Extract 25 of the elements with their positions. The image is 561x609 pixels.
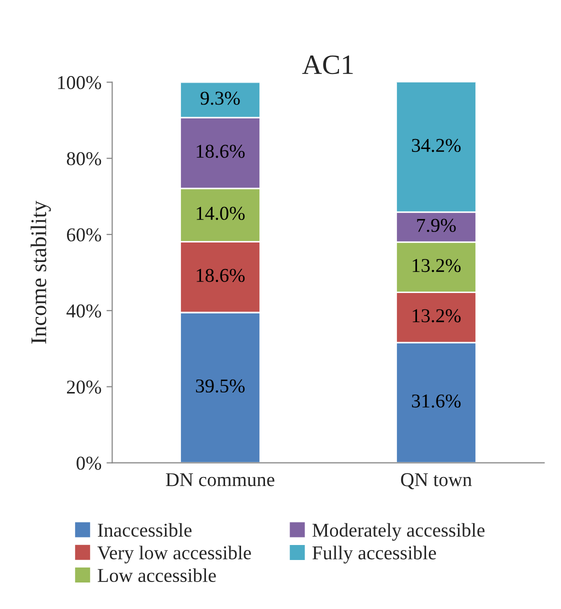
data-label: 39.5% (196, 379, 245, 393)
data-label: 7.9% (417, 218, 456, 232)
y-axis-title: Income stability (30, 200, 51, 344)
legend-label: Low accessible (98, 568, 216, 582)
y-tick-label: 100% (58, 76, 102, 90)
legend-label: Very low accessible (97, 546, 251, 564)
y-tick-label: 40% (66, 304, 102, 318)
y-tick-label: 60% (66, 228, 102, 242)
data-label: 18.6% (196, 268, 245, 282)
chart-title: AC1 (302, 55, 353, 74)
data-label: 14.0% (196, 206, 245, 220)
legend-label: Fully accessible (312, 546, 436, 564)
x-tick-label: QN town (401, 473, 472, 490)
y-tick-label: 20% (66, 380, 102, 394)
y-tick-label: 0% (76, 456, 102, 470)
data-label: 31.6% (412, 394, 461, 408)
y-tick-label: 80% (66, 152, 102, 166)
data-label: 13.2% (412, 258, 461, 272)
data-label: 9.3% (200, 92, 240, 105)
data-label: 13.2% (412, 309, 461, 322)
legend-label: Inaccessible (98, 523, 192, 537)
data-label: 34.2% (412, 138, 461, 152)
x-tick-label: DN commune (166, 473, 274, 486)
data-label: 18.6% (196, 144, 245, 158)
legend-label: Moderately accessible (312, 523, 485, 541)
